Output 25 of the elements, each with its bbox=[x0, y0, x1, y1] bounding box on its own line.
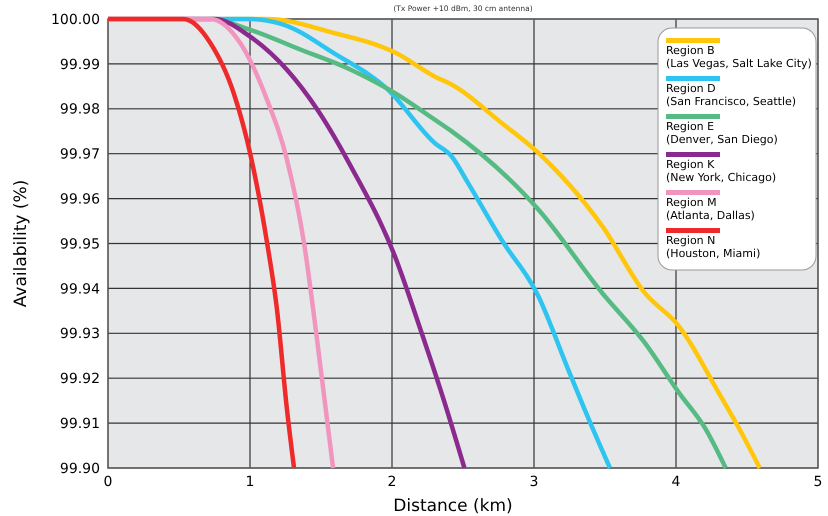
legend-label: Region E (Denver, San Diego) bbox=[666, 120, 778, 146]
x-tick-label: 0 bbox=[104, 474, 112, 490]
y-tick-label: 99.98 bbox=[60, 102, 100, 118]
y-tick-label: 99.93 bbox=[60, 326, 100, 342]
y-tick-label: 100.00 bbox=[51, 12, 100, 28]
y-tick-label: 99.92 bbox=[60, 371, 100, 388]
y-tick-label: 99.91 bbox=[60, 416, 100, 432]
x-axis-title: Distance (km) bbox=[393, 496, 513, 516]
y-axis-title: Availability (%) bbox=[11, 180, 31, 308]
x-tick-label: 1 bbox=[246, 474, 254, 490]
y-tick-label: 99.99 bbox=[60, 56, 100, 73]
x-tick-label: 3 bbox=[530, 474, 538, 490]
y-tick-label: 99.94 bbox=[60, 281, 100, 298]
legend-label: Region M (Atlanta, Dallas) bbox=[666, 196, 755, 222]
y-tick-label: 99.97 bbox=[60, 146, 100, 163]
legend-label: Region K (New York, Chicago) bbox=[666, 158, 776, 184]
legend-label: Region D (San Francisco, Seattle) bbox=[666, 82, 796, 108]
legend-label: Region B (Las Vegas, Salt Lake City) bbox=[666, 44, 812, 70]
x-tick-label: 2 bbox=[388, 474, 396, 490]
y-tick-label: 99.90 bbox=[60, 460, 100, 477]
y-tick-label: 99.95 bbox=[60, 236, 100, 252]
x-tick-label: 4 bbox=[672, 474, 681, 490]
legend-label: Region N (Houston, Miami) bbox=[666, 234, 760, 260]
y-tick-label: 99.96 bbox=[60, 192, 100, 208]
x-tick-label: 5 bbox=[814, 474, 822, 490]
